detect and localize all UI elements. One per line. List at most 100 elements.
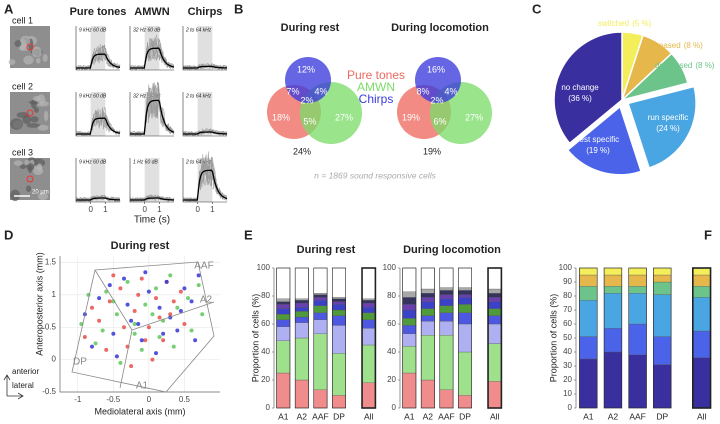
mean-trace	[76, 53, 121, 69]
bar-segment	[332, 267, 346, 298]
legend-entry: Pure tones	[347, 68, 405, 82]
stimulus-label: 32 Hz 60 dB	[133, 27, 161, 33]
stimulus-label: 2 to 64 kHz	[185, 159, 212, 165]
bar-segment	[361, 300, 376, 304]
bar-segment	[295, 316, 309, 323]
x-tick-label: AAF	[312, 411, 329, 421]
bar-segment	[603, 328, 622, 353]
bar-segment	[313, 312, 328, 320]
scatter-point	[132, 322, 137, 326]
bar-segment	[579, 300, 598, 337]
column-title: AMWN	[134, 6, 169, 18]
bar-segment	[421, 335, 435, 381]
scatter-point	[161, 331, 166, 336]
cell-texture	[33, 107, 39, 113]
x-tick-label: 1	[157, 205, 162, 214]
axis	[75, 92, 120, 137]
scatter-point	[111, 273, 116, 278]
bar-segment	[487, 267, 502, 290]
scatter-point	[146, 289, 151, 294]
scatter-point	[157, 334, 162, 339]
scatter-point	[178, 289, 183, 294]
scatter-point	[193, 338, 198, 343]
scatter-point	[154, 286, 158, 291]
stimulus-window	[90, 158, 106, 202]
y-tick-label: 20	[261, 375, 270, 384]
bar-segment	[692, 267, 711, 276]
bar-segment	[332, 304, 346, 311]
pie-label: rest specific (19 %)	[577, 135, 619, 155]
compass-label: anterior	[12, 367, 39, 376]
x-tick-label: 1	[210, 205, 215, 214]
venn-circle	[415, 57, 461, 103]
cell-texture	[31, 46, 42, 58]
area-label: A1	[136, 381, 149, 392]
stimulus-label: 1 Hz 60 dB	[133, 159, 158, 165]
venn-value: 12%	[297, 64, 315, 74]
bar-outline	[420, 267, 435, 409]
trial-trace	[182, 62, 228, 71]
scatter-point	[200, 312, 205, 317]
bar-segment	[402, 297, 417, 305]
bar-segment	[276, 326, 291, 341]
trial-trace	[76, 194, 121, 203]
y-tick-label: -0.5	[42, 387, 56, 396]
bar-outline	[294, 267, 309, 409]
stimulus-label: 2 to 64 kHz	[185, 27, 212, 33]
pie-slice	[566, 105, 643, 176]
scatter-point	[114, 354, 119, 359]
bar-segment	[458, 290, 472, 295]
bar-segment	[421, 297, 435, 302]
axis	[75, 26, 120, 71]
bar-segment	[332, 298, 346, 302]
bar-segment	[653, 267, 672, 276]
bar-outline	[402, 267, 417, 409]
y-axis-label: Proportion of cells (%)	[548, 294, 558, 383]
axis	[182, 92, 227, 137]
bar-segment	[295, 300, 309, 304]
venn-value: 27%	[335, 112, 353, 122]
cell-texture	[30, 116, 39, 123]
scatter-point	[189, 299, 194, 304]
bar-segment	[332, 297, 346, 299]
y-tick-label: 50	[563, 333, 572, 342]
mean-trace	[130, 99, 175, 135]
area-label: A2	[200, 295, 213, 306]
bar-segment	[439, 321, 454, 336]
x-tick-label: DP	[656, 411, 668, 421]
bar-segment	[458, 287, 472, 291]
bar-segment	[295, 267, 309, 299]
mean-trace	[183, 131, 227, 135]
mean-trace	[76, 117, 121, 135]
scatter-point	[182, 286, 187, 291]
bar-segment	[332, 325, 346, 354]
note: n = 1869 sound responsive cells	[314, 170, 436, 180]
bar-segment	[603, 274, 622, 287]
venn-value: 7%	[286, 86, 299, 96]
scatter-point	[182, 322, 187, 326]
scatter-point	[111, 331, 116, 336]
venn-outside: 19%	[423, 146, 441, 156]
scatter-point	[82, 334, 87, 339]
trial-trace	[182, 154, 228, 202]
bar-segment	[332, 309, 346, 316]
y-tick-label: 100	[383, 263, 397, 272]
y-tick-label: 0.5	[45, 322, 57, 331]
cell-texture	[26, 163, 35, 171]
x-tick-label: -1	[74, 395, 82, 404]
scatter-point	[107, 283, 112, 288]
bar-segment	[458, 351, 472, 396]
bar-segment	[653, 274, 672, 283]
cell-texture	[22, 115, 32, 125]
bar-segment	[361, 312, 376, 320]
scatter-point	[161, 338, 166, 343]
pie-category: decreased	[655, 61, 692, 70]
bar-segment	[313, 333, 328, 390]
pie-slice	[553, 31, 623, 145]
bar-segment	[276, 301, 291, 305]
bar-segment	[628, 354, 647, 409]
y-tick-label: 90	[563, 277, 572, 286]
pie-value: (8 %)	[695, 61, 714, 70]
bar-segment	[458, 323, 472, 353]
bar-segment	[487, 293, 502, 298]
